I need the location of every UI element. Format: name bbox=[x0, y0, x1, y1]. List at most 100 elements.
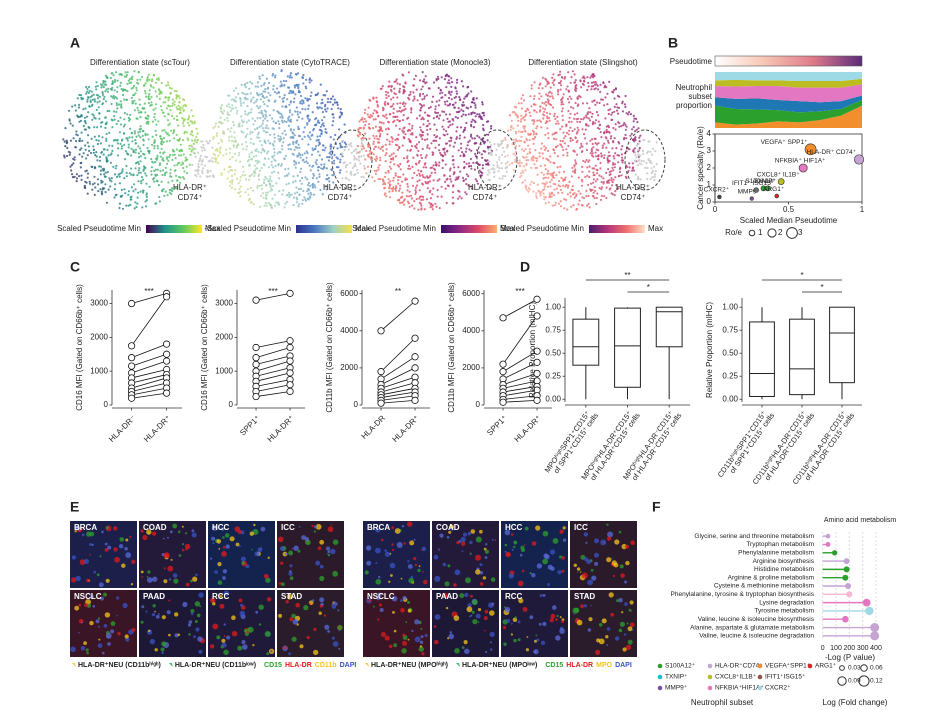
umap-dot bbox=[464, 178, 467, 181]
umap-dot bbox=[631, 169, 634, 172]
umap-dot bbox=[377, 146, 380, 149]
umap-dot bbox=[98, 165, 101, 168]
umap-dot bbox=[116, 86, 119, 89]
umap-dot bbox=[550, 174, 553, 177]
cell bbox=[484, 629, 486, 632]
umap-dot bbox=[170, 129, 173, 132]
umap-dot bbox=[384, 100, 387, 104]
umap-dot bbox=[550, 191, 554, 194]
umap-dot bbox=[474, 104, 477, 107]
umap-dot bbox=[629, 113, 633, 116]
umap-dot bbox=[164, 190, 167, 193]
umap-dot bbox=[304, 108, 307, 111]
umap-dot bbox=[307, 114, 310, 117]
umap-dot bbox=[235, 146, 238, 149]
point-label: CXCL8⁺ IL1B⁺ bbox=[757, 171, 801, 178]
umap-dot bbox=[481, 164, 484, 167]
umap-dot bbox=[166, 156, 169, 159]
umap-dot bbox=[561, 114, 564, 117]
cell bbox=[407, 560, 410, 563]
umap-dot bbox=[85, 92, 88, 95]
umap-dot bbox=[594, 87, 597, 90]
umap-dot bbox=[538, 92, 541, 95]
umap-dot bbox=[97, 190, 100, 193]
umap-dot bbox=[581, 196, 584, 199]
umap-dot bbox=[147, 73, 150, 76]
legend-label: DAPI bbox=[615, 662, 632, 669]
umap-dot bbox=[637, 177, 640, 180]
umap-dot bbox=[163, 129, 166, 132]
umap-dot bbox=[286, 75, 289, 78]
umap-dot bbox=[404, 107, 407, 110]
legend-label: DAPI bbox=[340, 662, 357, 669]
umap-dot bbox=[333, 162, 336, 165]
umap-dot bbox=[616, 112, 620, 115]
umap-dot bbox=[361, 145, 365, 148]
cell bbox=[182, 601, 188, 608]
cell bbox=[391, 543, 394, 546]
umap-dot bbox=[110, 177, 113, 180]
umap-dot bbox=[124, 192, 127, 195]
umap-dot bbox=[132, 173, 135, 176]
umap-dot bbox=[231, 174, 234, 178]
umap-dot bbox=[632, 114, 635, 117]
umap-dot bbox=[305, 87, 308, 90]
umap-dot bbox=[546, 172, 549, 175]
sample-point bbox=[286, 357, 294, 365]
y-axis-label: Relative Proportion (mIHC) bbox=[528, 302, 537, 398]
umap-dot bbox=[177, 94, 180, 98]
cell bbox=[173, 578, 179, 584]
umap-dot bbox=[270, 160, 273, 163]
umap-dot bbox=[331, 174, 334, 177]
umap-dot bbox=[269, 183, 272, 186]
scale-label: Scaled Pseudotime bbox=[57, 224, 126, 233]
sample-point bbox=[163, 293, 171, 301]
cell bbox=[289, 576, 294, 580]
umap-dot bbox=[419, 154, 423, 157]
cell bbox=[612, 574, 616, 578]
pair-line bbox=[502, 373, 538, 385]
umap-dot bbox=[154, 129, 157, 132]
umap-dot bbox=[274, 76, 277, 79]
umap-dot bbox=[270, 180, 273, 183]
umap-dot bbox=[360, 145, 363, 148]
umap-dot bbox=[613, 194, 616, 197]
umap-dot bbox=[142, 143, 145, 147]
cell bbox=[189, 579, 193, 583]
umap-dot bbox=[275, 201, 278, 204]
umap-dot bbox=[464, 191, 467, 194]
umap-dot bbox=[219, 146, 222, 149]
umap-dot bbox=[349, 143, 352, 146]
umap-dot bbox=[422, 198, 425, 201]
cell bbox=[494, 539, 497, 541]
umap-dot bbox=[613, 157, 616, 160]
cell bbox=[122, 602, 128, 609]
umap-dot bbox=[577, 129, 580, 132]
umap-dot bbox=[175, 115, 178, 118]
umap-dot bbox=[239, 195, 242, 198]
umap-dot bbox=[432, 179, 435, 182]
umap-dot bbox=[285, 105, 288, 108]
umap-dot bbox=[594, 83, 597, 86]
umap-dot bbox=[467, 175, 470, 178]
umap-dot bbox=[461, 151, 464, 154]
umap-dot bbox=[625, 137, 628, 140]
umap-dot bbox=[216, 162, 220, 165]
panel-letter: B bbox=[668, 35, 678, 51]
cell bbox=[288, 652, 291, 656]
cell bbox=[326, 552, 329, 555]
umap-dot bbox=[406, 182, 409, 186]
umap-dot bbox=[239, 176, 242, 179]
umap-dot bbox=[439, 92, 442, 95]
umap-dot bbox=[268, 114, 271, 117]
umap-dot bbox=[574, 101, 577, 105]
legend-swatch bbox=[807, 663, 813, 669]
pair-line bbox=[255, 292, 291, 301]
umap-dot bbox=[392, 96, 395, 99]
cell bbox=[413, 538, 416, 541]
umap-dot bbox=[148, 93, 151, 96]
umap-dot bbox=[159, 135, 162, 138]
umap-dot bbox=[140, 180, 143, 183]
umap-dot bbox=[325, 90, 328, 93]
cell bbox=[491, 538, 494, 541]
